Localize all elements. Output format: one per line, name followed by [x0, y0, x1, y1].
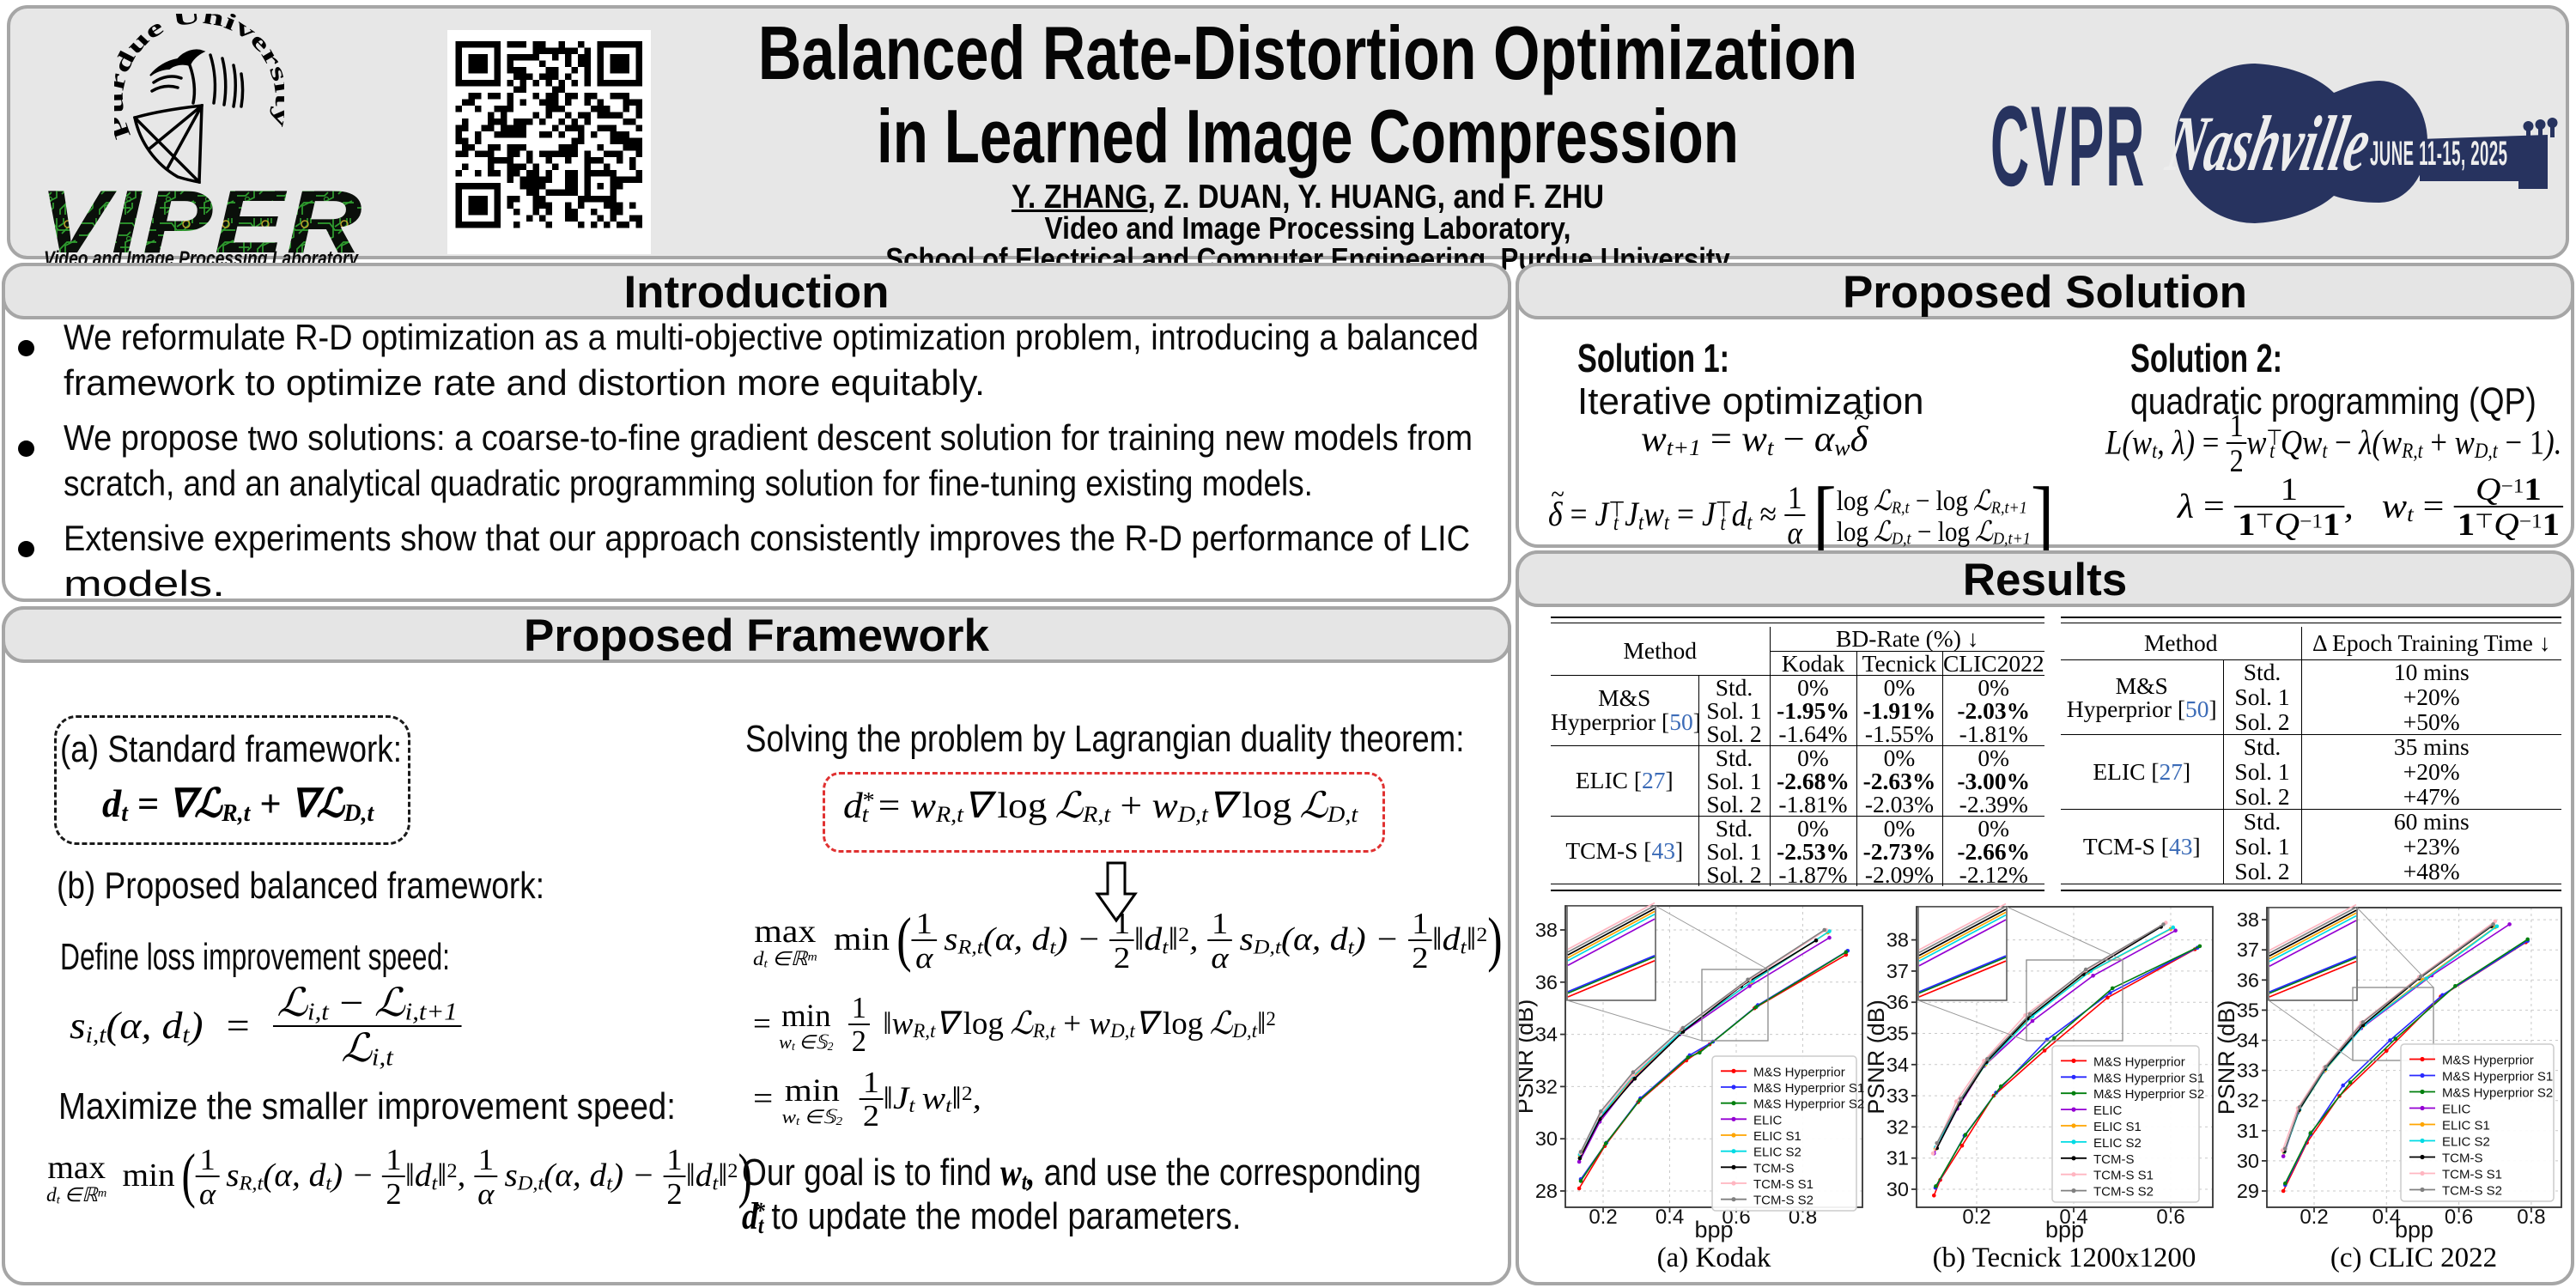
svg-text:M&S Hyperprior: M&S Hyperprior: [2093, 1054, 2185, 1069]
svg-text:M&S Hyperprior: M&S Hyperprior: [2442, 1054, 2534, 1068]
svg-text:33: 33: [2237, 1060, 2259, 1082]
svg-text:34: 34: [2237, 1030, 2259, 1052]
svg-text:(c) CLIC 2022: (c) CLIC 2022: [2330, 1242, 2497, 1273]
svg-text:32: 32: [1886, 1115, 1909, 1138]
svg-text:TCM-S: TCM-S: [2442, 1151, 2483, 1166]
svg-text:M&S Hyperprior S1: M&S Hyperprior S1: [2442, 1070, 2553, 1084]
svg-text:VIPER: VIPER: [39, 177, 364, 272]
svg-text:31: 31: [2237, 1120, 2259, 1142]
svg-text:ELIC S1: ELIC S1: [1753, 1129, 1801, 1144]
svg-text:ELIC: ELIC: [1753, 1113, 1783, 1127]
svg-text:TCM-S S1: TCM-S S1: [1753, 1177, 1814, 1192]
svg-text:38: 38: [1886, 929, 1909, 951]
svg-text:0.4: 0.4: [2372, 1206, 2401, 1229]
svg-text:38: 38: [2237, 908, 2259, 931]
svg-text:PSNR (dB): PSNR (dB): [1519, 999, 1538, 1115]
svg-text:0.6: 0.6: [2445, 1206, 2473, 1229]
svg-text:31: 31: [1886, 1147, 1909, 1170]
svg-text:36: 36: [1886, 991, 1909, 1013]
svg-text:ELIC S2: ELIC S2: [2442, 1135, 2490, 1150]
svg-text:32: 32: [1535, 1075, 1558, 1097]
svg-text:M&S Hyperprior S2: M&S Hyperprior S2: [1753, 1097, 1864, 1112]
svg-text:PSNR (dB): PSNR (dB): [2214, 1000, 2239, 1115]
svg-text:28: 28: [1535, 1180, 1558, 1202]
svg-text:M&S Hyperprior S2: M&S Hyperprior S2: [2093, 1087, 2204, 1102]
svg-text:32: 32: [2237, 1090, 2259, 1112]
svg-text:36: 36: [2237, 969, 2259, 991]
svg-text:0.2: 0.2: [2300, 1206, 2328, 1229]
svg-text:0.8: 0.8: [2517, 1206, 2545, 1229]
svg-text:Nashville: Nashville: [2160, 100, 2378, 188]
svg-text:36: 36: [1535, 971, 1558, 993]
svg-text:0.6: 0.6: [2156, 1206, 2184, 1229]
svg-text:0.2: 0.2: [1962, 1206, 1990, 1229]
svg-text:TCM-S S1: TCM-S S1: [2442, 1168, 2502, 1182]
svg-text:TCM-S S2: TCM-S S2: [1753, 1194, 1814, 1208]
svg-text:35: 35: [1886, 1023, 1909, 1045]
svg-text:35: 35: [2237, 999, 2259, 1021]
svg-text:TCM-S S1: TCM-S S1: [2093, 1169, 2154, 1183]
svg-text:TCM-S S2: TCM-S S2: [2093, 1185, 2154, 1200]
svg-text:37: 37: [2237, 939, 2259, 961]
svg-text:0.4: 0.4: [1656, 1206, 1684, 1229]
svg-text:bpp: bpp: [1694, 1217, 1733, 1242]
svg-text:37: 37: [1886, 960, 1909, 982]
svg-text:30: 30: [1535, 1127, 1558, 1150]
svg-text:bpp: bpp: [2045, 1217, 2084, 1242]
svg-text:ELIC: ELIC: [2093, 1103, 2123, 1118]
svg-text:M&S Hyperprior: M&S Hyperprior: [1753, 1065, 1845, 1079]
svg-text:ELIC: ELIC: [2442, 1103, 2471, 1117]
svg-text:38: 38: [1535, 919, 1558, 941]
svg-text:TCM-S: TCM-S: [1753, 1161, 1795, 1176]
svg-text:30: 30: [1886, 1178, 1909, 1200]
svg-text:bpp: bpp: [2395, 1217, 2433, 1242]
svg-text:CVPR: CVPR: [1990, 83, 2146, 210]
svg-text:33: 33: [1886, 1084, 1909, 1107]
svg-text:(b) Tecnick 1200x1200: (b) Tecnick 1200x1200: [1933, 1242, 2196, 1273]
svg-text:TCM-S: TCM-S: [2093, 1152, 2135, 1167]
svg-text:ELIC S2: ELIC S2: [2093, 1136, 2142, 1151]
svg-text:M&S Hyperprior S1: M&S Hyperprior S1: [1753, 1081, 1864, 1096]
svg-text:ELIC S1: ELIC S1: [2442, 1119, 2490, 1133]
svg-text:29: 29: [2237, 1180, 2259, 1202]
svg-text:34: 34: [1535, 1024, 1558, 1046]
svg-text:0.2: 0.2: [1589, 1206, 1617, 1229]
svg-text:(a) Kodak: (a) Kodak: [1657, 1242, 1771, 1273]
svg-text:30: 30: [2237, 1150, 2259, 1172]
svg-text:M&S Hyperprior S1: M&S Hyperprior S1: [2093, 1071, 2204, 1085]
svg-text:JUNE 11-15, 2025: JUNE 11-15, 2025: [2370, 134, 2507, 173]
svg-text:PSNR (dB): PSNR (dB): [1863, 999, 1889, 1115]
svg-text:34: 34: [1886, 1054, 1909, 1076]
svg-text:TCM-S S2: TCM-S S2: [2442, 1184, 2502, 1199]
svg-text:ELIC S2: ELIC S2: [1753, 1145, 1801, 1160]
svg-text:ELIC S1: ELIC S1: [2093, 1120, 2142, 1134]
svg-text:0.4: 0.4: [2059, 1206, 2087, 1229]
svg-text:M&S Hyperprior S2: M&S Hyperprior S2: [2442, 1086, 2553, 1101]
